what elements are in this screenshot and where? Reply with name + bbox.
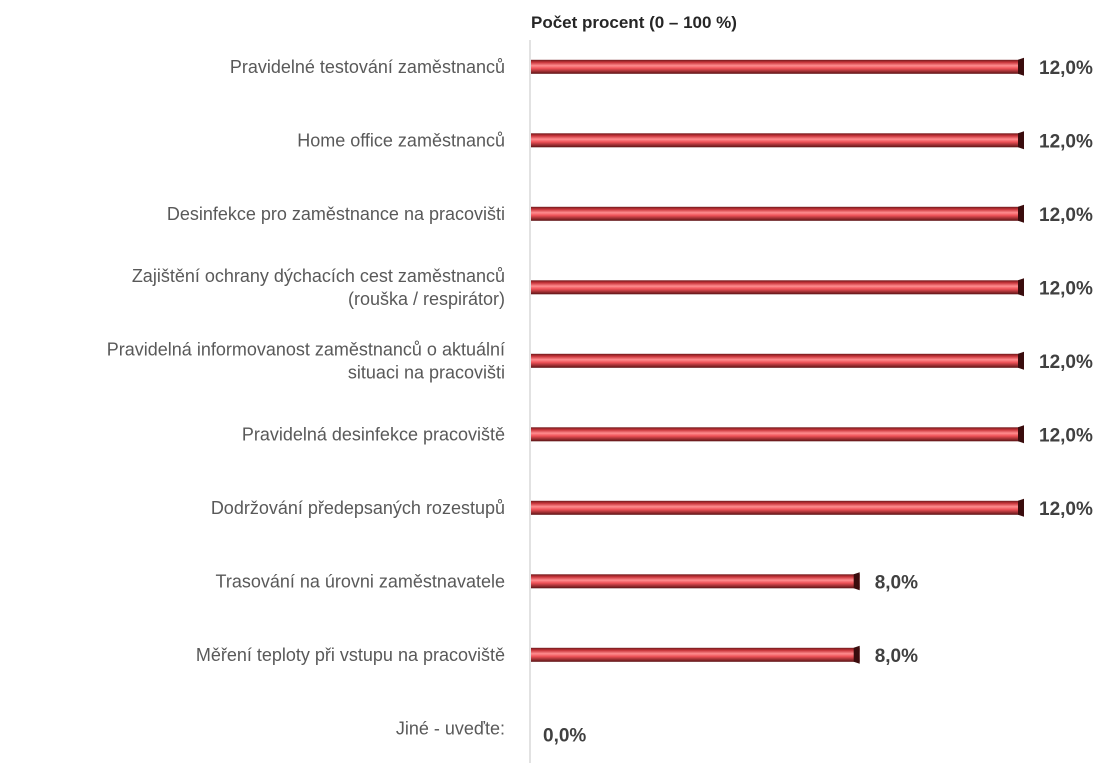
bar <box>531 500 1024 515</box>
chart-title: Počet procent (0 – 100 %) <box>531 13 737 32</box>
data-label: 8,0% <box>875 572 918 593</box>
category-label-line: Home office zaměstnanců <box>297 130 505 150</box>
category-label: Trasování na úrovni zaměstnavatele <box>216 571 506 591</box>
bar <box>531 59 1024 74</box>
data-label: 12,0% <box>1039 278 1093 299</box>
bar <box>531 206 1024 221</box>
category-label-line: Pravidelná desinfekce pracoviště <box>242 424 505 444</box>
category-label: Home office zaměstnanců <box>297 130 505 150</box>
category-label-line: Pravidelná informovanost zaměstnanců o a… <box>107 339 505 359</box>
data-label: 12,0% <box>1039 425 1093 446</box>
bar-end-cap <box>1018 425 1024 444</box>
category-label-line: Desinfekce pro zaměstnance na pracovišti <box>167 204 505 224</box>
data-label: 12,0% <box>1039 131 1093 152</box>
bars-group: Pravidelné testování zaměstnanců 12,0% Hom… <box>107 57 1093 746</box>
data-label: 0,0% <box>543 725 586 746</box>
category-label: Pravidelná desinfekce pracoviště <box>242 424 505 444</box>
category-label: Jiné - uveďte: <box>396 718 505 738</box>
category-label: Pravidelné testování zaměstnanců <box>230 57 505 77</box>
category-label-line: Dodržování předepsaných rozestupů <box>211 498 505 518</box>
category-label-line: (rouška / respirátor) <box>348 289 505 309</box>
category-label: Zajištění ochrany dýchacích cest zaměstn… <box>132 266 505 309</box>
data-label: 12,0% <box>1039 58 1093 79</box>
category-label-line: Zajištění ochrany dýchacích cest zaměstn… <box>132 266 505 286</box>
bar-end-cap <box>1018 204 1024 223</box>
data-label: 12,0% <box>1039 352 1093 373</box>
data-label: 12,0% <box>1039 205 1093 226</box>
bar-end-cap <box>853 572 860 591</box>
category-label-line: situaci na pracovišti <box>348 362 505 382</box>
bar-end-cap <box>853 645 860 664</box>
bar-end-cap <box>1018 278 1024 297</box>
category-label: Dodržování předepsaných rozestupů <box>211 498 505 518</box>
category-label: Pravidelná informovanost zaměstnanců o a… <box>107 339 505 382</box>
bar <box>531 353 1024 368</box>
category-label: Měření teploty při vstupu na pracoviště <box>196 645 505 665</box>
bar-end-cap <box>1018 351 1024 370</box>
data-label: 8,0% <box>875 646 918 667</box>
bar-end-cap <box>1018 131 1024 150</box>
bar <box>531 574 860 589</box>
category-label-line: Trasování na úrovni zaměstnavatele <box>216 571 506 591</box>
category-label-line: Jiné - uveďte: <box>396 718 505 738</box>
bar <box>531 427 1024 442</box>
bar-end-cap <box>1018 498 1024 517</box>
bar <box>531 280 1024 295</box>
bar-end-cap <box>1018 57 1024 76</box>
bar <box>531 133 1024 148</box>
bar <box>531 647 860 662</box>
category-label: Desinfekce pro zaměstnance na pracovišti <box>167 204 505 224</box>
category-label-line: Pravidelné testování zaměstnanců <box>230 57 505 77</box>
data-label: 12,0% <box>1039 499 1093 520</box>
category-label-line: Měření teploty při vstupu na pracoviště <box>196 645 505 665</box>
